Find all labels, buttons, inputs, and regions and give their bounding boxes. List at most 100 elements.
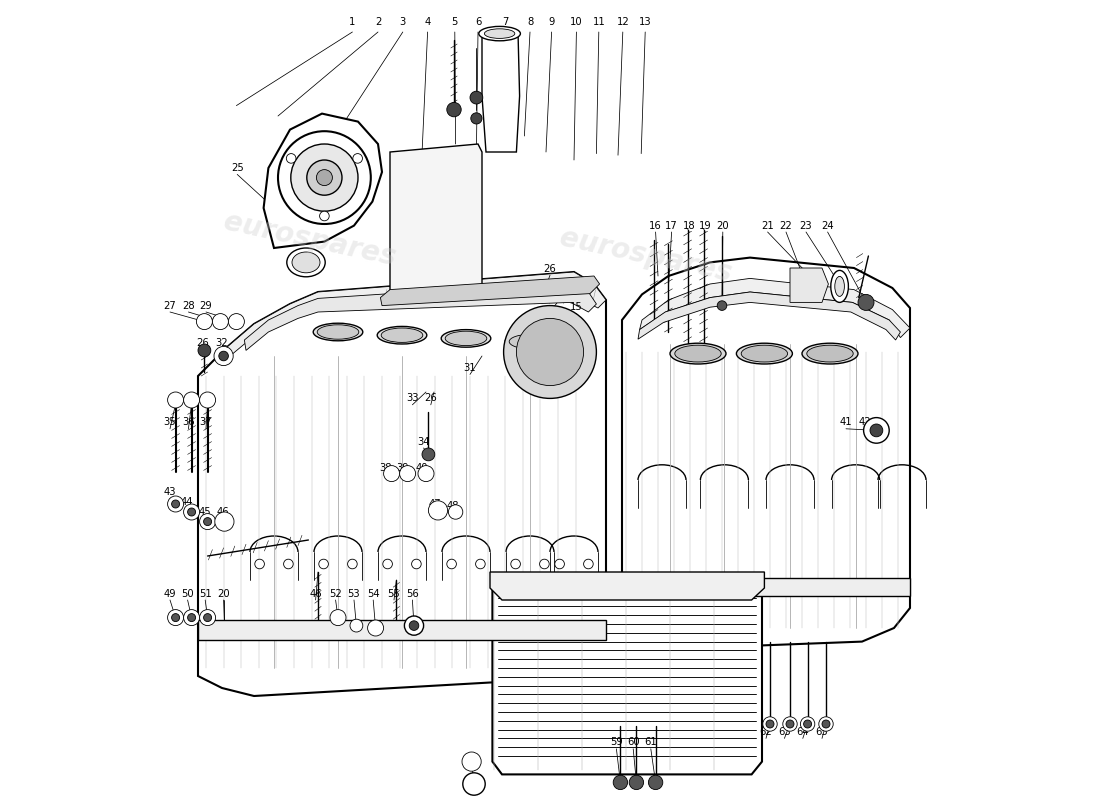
Circle shape [462,752,481,771]
Circle shape [353,154,363,163]
Circle shape [463,773,485,795]
Ellipse shape [674,346,722,362]
Circle shape [801,717,815,731]
Text: 6: 6 [475,18,481,27]
Circle shape [317,170,332,186]
Circle shape [204,518,211,526]
Text: 46: 46 [309,589,322,598]
Circle shape [199,392,216,408]
Ellipse shape [314,323,363,341]
Polygon shape [490,572,764,600]
Ellipse shape [835,276,845,296]
Polygon shape [390,144,482,300]
Circle shape [409,621,419,630]
Polygon shape [621,578,910,596]
Circle shape [554,559,564,569]
Text: 26: 26 [543,264,557,274]
Circle shape [214,512,234,531]
Circle shape [212,314,229,330]
Circle shape [411,559,421,569]
Circle shape [188,614,196,622]
Circle shape [858,294,874,310]
Text: 47: 47 [429,499,441,509]
Ellipse shape [741,346,788,362]
Ellipse shape [509,334,551,349]
Circle shape [255,559,264,569]
Circle shape [167,610,184,626]
Text: 26: 26 [197,338,209,348]
Polygon shape [381,276,600,306]
Circle shape [422,448,435,461]
Text: eurospares: eurospares [558,224,735,288]
Text: 18: 18 [683,221,695,230]
Circle shape [447,559,456,569]
Circle shape [717,301,727,310]
Text: 10: 10 [570,18,583,27]
Circle shape [184,504,199,520]
Circle shape [504,306,596,398]
Circle shape [864,418,889,443]
Circle shape [510,559,520,569]
Circle shape [197,314,212,330]
Circle shape [184,392,199,408]
Text: 55: 55 [387,589,400,598]
Text: 19: 19 [698,221,712,230]
Circle shape [229,314,244,330]
Text: 59: 59 [610,738,623,747]
Ellipse shape [484,29,515,38]
Circle shape [818,717,833,731]
Polygon shape [264,114,382,248]
Circle shape [471,113,482,124]
Circle shape [804,720,812,728]
Text: 14: 14 [554,286,568,296]
Circle shape [475,559,485,569]
Circle shape [320,211,329,221]
Text: 25: 25 [231,163,243,173]
Circle shape [284,559,294,569]
Circle shape [172,614,179,622]
Text: 20: 20 [716,221,729,230]
Circle shape [584,559,593,569]
Text: 46: 46 [217,507,229,517]
Circle shape [428,501,448,520]
Text: 64: 64 [796,727,810,737]
Text: 31: 31 [464,363,476,373]
Circle shape [199,514,216,530]
Ellipse shape [446,331,487,346]
Text: 61: 61 [645,738,657,747]
Circle shape [167,392,184,408]
Ellipse shape [287,248,326,277]
Text: 48: 48 [447,501,459,510]
Text: 56: 56 [406,589,419,598]
Text: 28: 28 [183,301,195,310]
Circle shape [629,775,644,790]
Circle shape [319,559,329,569]
Ellipse shape [478,26,520,41]
Text: 4: 4 [425,18,431,27]
Circle shape [786,720,794,728]
Circle shape [399,466,416,482]
Ellipse shape [802,343,858,364]
Text: 32: 32 [216,338,229,348]
Text: eurospares: eurospares [221,208,398,272]
Polygon shape [482,32,519,152]
Text: 23: 23 [800,221,812,230]
Text: 11: 11 [593,18,605,27]
Text: 36: 36 [183,418,195,427]
Polygon shape [198,620,606,640]
Text: 35: 35 [164,418,176,427]
Text: 44: 44 [180,497,194,506]
Text: 33: 33 [406,394,419,403]
Text: 27: 27 [164,301,176,310]
Polygon shape [493,578,762,774]
Circle shape [286,154,296,163]
Text: 7: 7 [502,18,508,27]
Polygon shape [639,278,910,338]
Circle shape [870,424,883,437]
Circle shape [648,775,663,790]
Circle shape [405,616,424,635]
Text: 45: 45 [198,507,211,517]
Text: 17: 17 [666,221,678,230]
Circle shape [348,559,358,569]
Ellipse shape [670,343,726,364]
